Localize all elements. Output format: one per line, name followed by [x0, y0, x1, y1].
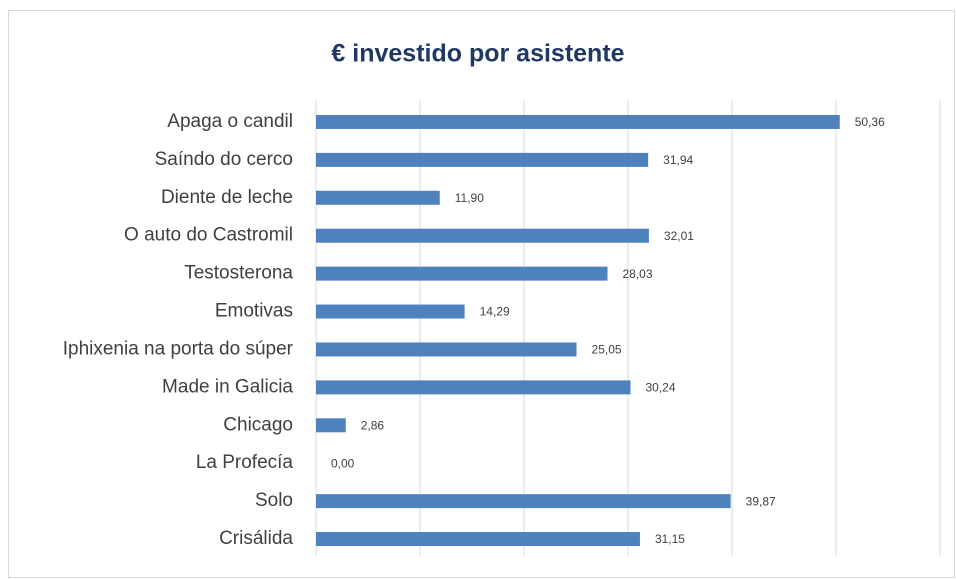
bar — [316, 532, 640, 547]
chart-title: € investido por asistente — [331, 40, 624, 68]
y-tick-label: Crisálida — [219, 528, 293, 549]
bar — [316, 228, 649, 243]
bar — [316, 418, 346, 433]
data-label: 25,05 — [592, 343, 622, 357]
data-label: 0,00 — [331, 456, 355, 470]
bar — [316, 152, 649, 167]
chart-frame — [8, 10, 955, 578]
y-tick-label: Saíndo do cerco — [155, 149, 293, 170]
bar — [316, 304, 465, 319]
bar — [316, 266, 608, 281]
bar — [316, 494, 731, 509]
y-tick-label: Made in Galicia — [162, 376, 293, 397]
data-label: 11,90 — [455, 191, 484, 205]
bar — [316, 114, 840, 129]
y-tick-label: Diente de leche — [161, 187, 293, 208]
data-label: 14,29 — [480, 305, 510, 319]
data-label: 31,94 — [663, 153, 693, 167]
y-tick-label: Apaga o candil — [167, 111, 293, 132]
data-label: 28,03 — [623, 267, 653, 281]
y-tick-label: La Profecía — [196, 452, 294, 473]
bar — [316, 190, 440, 205]
bar — [316, 380, 631, 395]
data-label: 50,36 — [855, 115, 885, 129]
data-label: 2,86 — [361, 418, 385, 432]
y-tick-label: Solo — [255, 490, 293, 511]
y-tick-label: Testosterona — [184, 263, 293, 284]
y-tick-label: Emotivas — [215, 301, 293, 322]
data-label: 32,01 — [664, 229, 694, 243]
data-label: 30,24 — [645, 381, 675, 395]
y-tick-label: Chicago — [223, 414, 293, 435]
y-tick-label: O auto do Castromil — [124, 225, 293, 246]
y-tick-label: Iphixenia na porta do súper — [63, 338, 294, 359]
data-label: 31,15 — [655, 532, 685, 546]
data-label: 39,87 — [746, 494, 776, 508]
bar — [316, 342, 577, 357]
